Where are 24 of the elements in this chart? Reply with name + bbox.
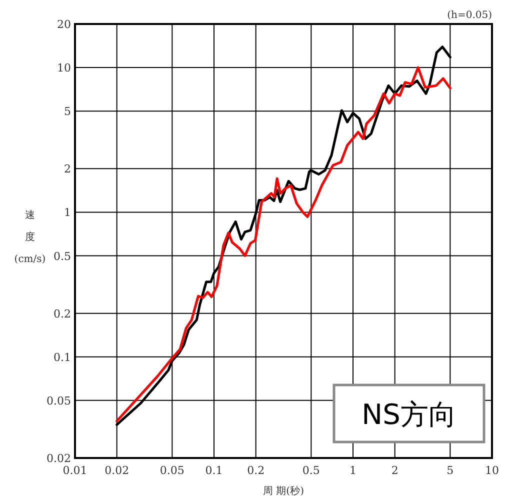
x-tick-label: 0.5 (302, 464, 320, 477)
y-tick-label: 5 (64, 105, 71, 118)
x-tick-label: 0.2 (247, 464, 265, 477)
x-tick-label: 1 (350, 464, 356, 477)
y-tick-label: 2 (64, 162, 71, 176)
y-tick-label: 1 (64, 206, 71, 220)
x-tick-label: 0.1 (205, 464, 223, 477)
x-tick-label: 5 (446, 464, 454, 477)
x-tick-label: 0.01 (62, 464, 88, 477)
x-tick-label: 2 (391, 464, 398, 477)
y-tick-label: 0.5 (54, 250, 71, 263)
y-tick-label: 10 (57, 62, 71, 75)
y-tick-label: 20 (57, 18, 71, 31)
x-tick-label: 10 (485, 464, 499, 477)
x-tick-label: 0.02 (104, 464, 130, 477)
x-tick-label: 0.05 (160, 464, 184, 477)
y-tick-label: 0.02 (46, 452, 71, 465)
y-axis-title: 速度(cm/s) (14, 209, 46, 265)
y-tick-label: 0.05 (46, 394, 71, 408)
x-axis-title: 周 期(秒) (263, 485, 304, 497)
y-tick-label: 0.1 (54, 350, 71, 364)
y-tick-label: 0.2 (54, 307, 71, 320)
annotation: NS方向 (362, 398, 456, 431)
text: (h=0.05) (447, 10, 492, 21)
